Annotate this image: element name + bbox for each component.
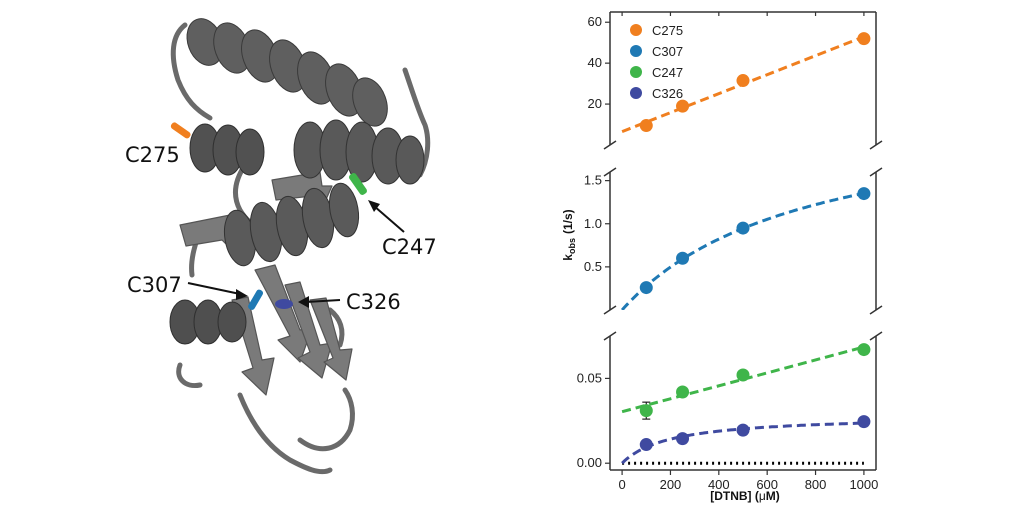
c307-residue [248,289,263,310]
residue-arrows [187,200,405,308]
data-point-c247 [736,368,750,382]
data-point-c307 [736,221,750,235]
helix-center [223,182,360,267]
helix-bottom [169,299,247,345]
x-tick-label: 800 [805,477,827,492]
x-axis-title: [DTNB] (μM) [710,489,780,503]
axis-break-mark [869,331,883,341]
data-point-c326 [736,423,750,437]
data-point-c247 [857,343,871,357]
panel-middle: 0.5 1.0 1.5 [584,167,883,315]
x-tick-label: 0 [618,477,625,492]
data-point-c247 [639,404,653,418]
data-point-c275 [639,119,653,133]
legend-label-c307: C307 [652,44,683,59]
chart-legend: C275 C307 C247 C326 [630,23,683,101]
data-point-c275 [857,32,871,46]
x-tick-label: 1000 [849,477,878,492]
helix-left [189,123,265,176]
legend-marker-c326 [630,87,642,99]
c326-residue [275,299,293,309]
y-axis-title: kobs(1/s) [561,209,577,260]
y-tick-label: 1.5 [584,173,602,188]
legend-label-c326: C326 [652,86,683,101]
data-point-c307 [639,281,653,295]
label-c275: C275 [125,143,180,167]
y-tick-label: 40 [588,55,602,70]
axis-break-mark [603,305,617,315]
helix-middle-right [293,119,425,185]
label-c247: C247 [382,235,437,259]
y-tick-label: 0.5 [584,259,602,274]
legend-label-c275: C275 [652,23,683,38]
y-tick-label: 20 [588,96,602,111]
data-point-c275 [676,99,690,113]
axis-break-mark [603,167,617,177]
helix-top [186,18,388,127]
data-point-c326 [676,432,690,446]
y-tick-label: 0.05 [577,370,602,385]
legend-marker-c275 [630,24,642,36]
data-point-c326 [639,438,653,452]
label-c326: C326 [346,290,401,314]
x-tick-label: 400 [708,477,730,492]
axis-break-mark [869,140,883,150]
data-point-c307 [676,251,690,265]
data-point-c307 [857,187,871,201]
panel-top: 20 40 60 [588,11,883,150]
data-point-c247 [676,385,690,399]
label-c307: C307 [127,273,182,297]
x-tick-label: 600 [756,477,778,492]
c275-residue [170,122,191,139]
protein-structure: C275 C247 C307 C326 [125,18,437,475]
data-point-c275 [736,74,750,88]
axis-break-mark [603,331,617,341]
legend-label-c247: C247 [652,65,683,80]
rate-constant-chart: 20 40 60 0.5 1.0 1.5 0.00 0.05 0 200 400 600 800 10… [561,11,883,503]
y-tick-label: 60 [588,14,602,29]
fit-line-c307 [620,191,865,310]
y-tick-label: 1.0 [584,216,602,231]
c247-residue [349,173,367,195]
data-point-c326 [857,415,871,429]
y-tick-label: 0.00 [577,455,602,470]
legend-marker-c247 [630,66,642,78]
axis-break-mark [869,305,883,315]
x-tick-label: 200 [660,477,682,492]
panel-bottom: 0.00 0.05 0 200 400 600 800 1000 [577,331,883,492]
legend-marker-c307 [630,45,642,57]
axis-break-mark [603,140,617,150]
axis-break-mark [869,167,883,177]
